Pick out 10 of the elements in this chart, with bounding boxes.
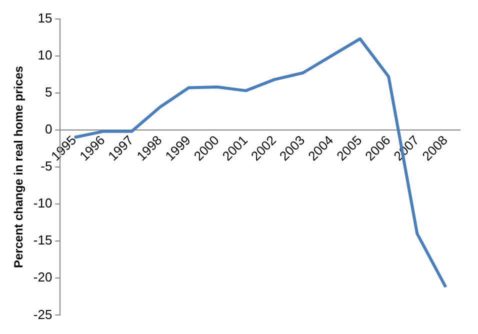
y-tick-label: 10	[38, 47, 52, 62]
y-tick-label: 15	[38, 10, 52, 26]
y-tick-label: -10	[33, 196, 52, 211]
y-tick-label: -25	[33, 306, 52, 322]
y-tick-label: -20	[33, 270, 52, 285]
y-axis-title: Percent change in real home prices	[12, 66, 26, 268]
y-tick-label: -5	[40, 158, 52, 174]
y-tick-label: 0	[44, 122, 52, 137]
y-tick-label: -15	[33, 232, 52, 248]
y-tick-label: 5	[44, 84, 52, 100]
